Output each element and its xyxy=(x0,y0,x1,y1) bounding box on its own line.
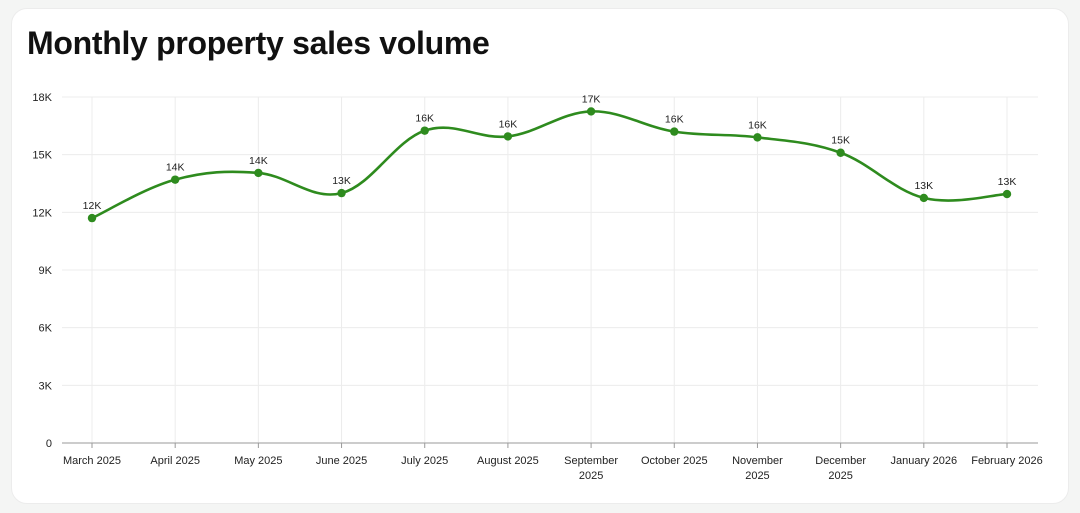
data-label: 16K xyxy=(415,113,434,125)
y-tick-label: 15K xyxy=(32,150,52,162)
y-tick-label: 0 xyxy=(46,438,52,450)
y-tick-label: 9K xyxy=(39,265,53,277)
data-point[interactable] xyxy=(919,193,929,203)
chart-card: Monthly property sales volume xyxy=(11,8,1069,504)
data-label: 12K xyxy=(83,200,102,212)
series-line xyxy=(91,110,1008,220)
data-labels: 12K 14K 14K 13K 16K 16K 17K 16K 16K 15K 13K 13K xyxy=(83,93,1017,212)
x-tick-label: March 2025 xyxy=(63,455,121,467)
x-tick-label: October 2025 xyxy=(641,455,708,467)
data-point[interactable] xyxy=(170,175,180,184)
data-label: 16K xyxy=(665,114,684,126)
x-axis: March 2025 April 2025 May 2025 June 2025 Jul… xyxy=(62,442,1043,482)
chart-title: Monthly property sales volume xyxy=(27,25,490,61)
y-axis: 0 3K 6K 9K 12K 15K 18K xyxy=(32,92,52,450)
data-point[interactable] xyxy=(753,133,762,142)
data-point[interactable] xyxy=(670,127,679,136)
data-label: 16K xyxy=(499,118,518,130)
grid xyxy=(62,96,1038,443)
x-tick-label: January 2026 xyxy=(890,455,957,467)
x-tick-label: April 2025 xyxy=(150,455,200,467)
x-tick-label: February 2026 xyxy=(971,455,1043,467)
data-label: 13K xyxy=(998,176,1017,188)
data-point[interactable] xyxy=(254,168,263,178)
series xyxy=(87,107,1012,223)
data-label: 16K xyxy=(748,119,767,131)
x-tick-label: August 2025 xyxy=(477,455,539,467)
data-label: 14K xyxy=(249,155,268,167)
data-label: 17K xyxy=(582,93,601,105)
data-label: 14K xyxy=(166,162,185,174)
x-tick-label: September 2025 xyxy=(564,455,618,482)
y-tick-label: 6K xyxy=(39,323,53,335)
data-point[interactable] xyxy=(420,126,429,135)
data-point[interactable] xyxy=(586,107,596,116)
y-tick-label: 3K xyxy=(39,380,53,392)
y-tick-label: 18K xyxy=(32,92,52,104)
data-point[interactable] xyxy=(1002,189,1012,199)
data-point[interactable] xyxy=(836,148,845,157)
data-point[interactable] xyxy=(87,213,97,223)
x-tick-label: December 2025 xyxy=(815,455,866,482)
data-point[interactable] xyxy=(337,188,346,198)
data-point[interactable] xyxy=(503,132,513,141)
y-tick-label: 12K xyxy=(32,207,52,219)
x-tick-label: July 2025 xyxy=(401,455,448,467)
data-label: 15K xyxy=(831,135,850,147)
data-label: 13K xyxy=(914,180,933,192)
x-tick-label: November 2025 xyxy=(732,455,783,482)
data-label: 13K xyxy=(332,175,351,187)
x-tick-label: June 2025 xyxy=(316,455,367,467)
x-tick-label: May 2025 xyxy=(234,455,282,467)
